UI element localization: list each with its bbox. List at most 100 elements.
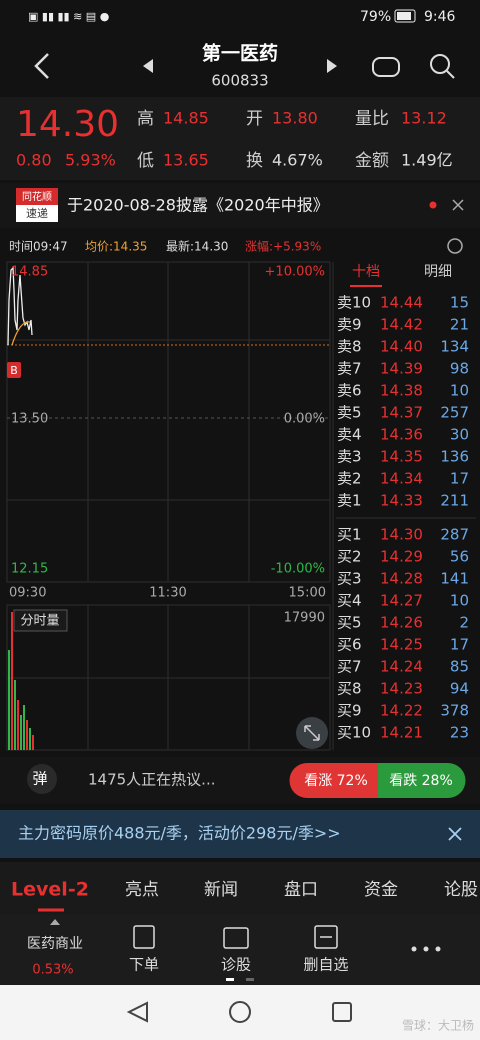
badge-bottom-text: 速递 (26, 206, 48, 220)
promo-text: 主力密码原价488元/季，活动价298元/季>> (18, 824, 341, 843)
toolbar-button[interactable]: 下单 (129, 956, 159, 974)
level-volume: 17 (450, 636, 469, 654)
level-price: 14.29 (380, 548, 423, 566)
status-icons: ▣ ▮▮ ▮▮ ≋ ▤ ● (28, 10, 109, 23)
info-change: 涨幅:+5.93% (245, 239, 321, 254)
nav-bar (0, 985, 480, 1040)
level-label: 买10 (337, 724, 371, 742)
level-price: 14.44 (380, 294, 423, 312)
level-label: 买4 (337, 592, 362, 610)
pct-label-high: +10.00% (265, 265, 325, 280)
nav-recent[interactable] (332, 1002, 352, 1022)
page-dot (226, 978, 234, 981)
level-volume: 94 (450, 680, 469, 698)
book-tab-active[interactable]: 十档 (352, 264, 380, 280)
amount-label: 金额 (355, 151, 389, 171)
chart-grid (6, 261, 331, 751)
turnover-label: 换 (246, 151, 263, 171)
volume-max: 17990 (284, 611, 325, 626)
back-button[interactable] (34, 53, 49, 79)
settings-icon[interactable] (447, 238, 463, 254)
volume-bars (8, 612, 34, 750)
volume-label: 分时量 (20, 614, 59, 629)
stock-name: 第一医药 (202, 42, 278, 65)
badge-bottom (16, 205, 58, 222)
level-volume: 257 (440, 404, 469, 422)
promo-bar[interactable] (0, 810, 480, 858)
level-volume: 287 (440, 526, 469, 544)
next-stock[interactable] (327, 59, 337, 73)
tab[interactable]: 论股 (444, 880, 478, 900)
toolbar-button[interactable]: 诊股 (221, 956, 251, 974)
level-label: 买5 (337, 614, 362, 632)
book-tab[interactable]: 明细 (424, 264, 452, 280)
level-label: 卖8 (337, 338, 362, 356)
pct-label-mid: 0.00% (284, 412, 325, 427)
level-label: 买3 (337, 570, 362, 588)
level-price: 14.39 (380, 360, 423, 378)
news-text: 于2020-08-28披露《2020年中报》 (67, 196, 329, 215)
y-label-mid: 13.50 (11, 412, 48, 427)
nav-back[interactable] (126, 1001, 148, 1023)
last-price: 14.30 (16, 104, 119, 145)
level-volume: 85 (450, 658, 469, 676)
prev-stock[interactable] (143, 59, 153, 73)
tab-active[interactable]: Level-2 (11, 879, 89, 901)
bull-text: 看涨 72% (304, 773, 368, 789)
level-price: 14.30 (380, 526, 423, 544)
level-volume: 141 (440, 570, 469, 588)
search-handle (446, 70, 455, 79)
toolbar (0, 915, 480, 985)
level-label: 卖5 (337, 404, 362, 422)
more-dot[interactable] (411, 946, 417, 952)
tab[interactable]: 新闻 (204, 880, 238, 900)
discussion-text: 1475人正在热议... (88, 771, 215, 789)
level-label: 卖1 (337, 492, 362, 510)
level-price: 14.23 (380, 680, 423, 698)
danmu-icon: 弹 (32, 770, 47, 788)
buy-marker (7, 362, 21, 378)
toolbar-button[interactable]: 删自选 (303, 956, 348, 974)
level-price: 14.37 (380, 404, 423, 422)
pct-label-low: -10.00% (271, 562, 325, 577)
y-label-low: 12.15 (11, 562, 48, 577)
x-label: 11:30 (149, 586, 186, 601)
order-icon (133, 925, 155, 949)
level-price: 14.28 (380, 570, 423, 588)
level-label: 卖10 (337, 294, 371, 312)
tab[interactable]: 资金 (364, 880, 398, 900)
avg-line (11, 321, 31, 346)
level-price: 14.40 (380, 338, 423, 356)
search-icon[interactable] (430, 54, 450, 74)
level-price: 14.34 (380, 470, 423, 488)
more-dot[interactable] (423, 946, 429, 952)
level-volume: 211 (440, 492, 469, 510)
y-label-high: 14.85 (11, 265, 48, 280)
more-dot[interactable] (435, 946, 441, 952)
high-label: 高 (137, 109, 154, 129)
robot-icon[interactable] (372, 57, 400, 77)
bear-button[interactable] (378, 763, 466, 798)
level-price: 14.26 (380, 614, 423, 632)
promo-close[interactable] (448, 827, 462, 841)
bull-button[interactable] (289, 763, 378, 798)
tab[interactable]: 盘口 (284, 880, 318, 900)
low: 13.65 (163, 151, 209, 170)
buy-marker-text: B (10, 364, 18, 377)
level-volume: 17 (450, 470, 469, 488)
level-label: 卖7 (337, 360, 362, 378)
news-close[interactable] (452, 199, 464, 211)
level-price: 14.36 (380, 426, 423, 444)
level-label: 买9 (337, 702, 362, 720)
sector-name[interactable]: 医药商业 (27, 936, 83, 952)
open: 13.80 (272, 109, 318, 128)
tab[interactable]: 亮点 (125, 880, 159, 900)
danmu-button[interactable] (27, 764, 57, 794)
news-bar[interactable] (0, 183, 480, 228)
expand-icon (304, 725, 320, 741)
x-label: 15:00 (289, 586, 326, 601)
amount: 1.49亿 (401, 151, 453, 170)
nav-home[interactable] (229, 1001, 251, 1023)
tab-bar (0, 862, 480, 915)
